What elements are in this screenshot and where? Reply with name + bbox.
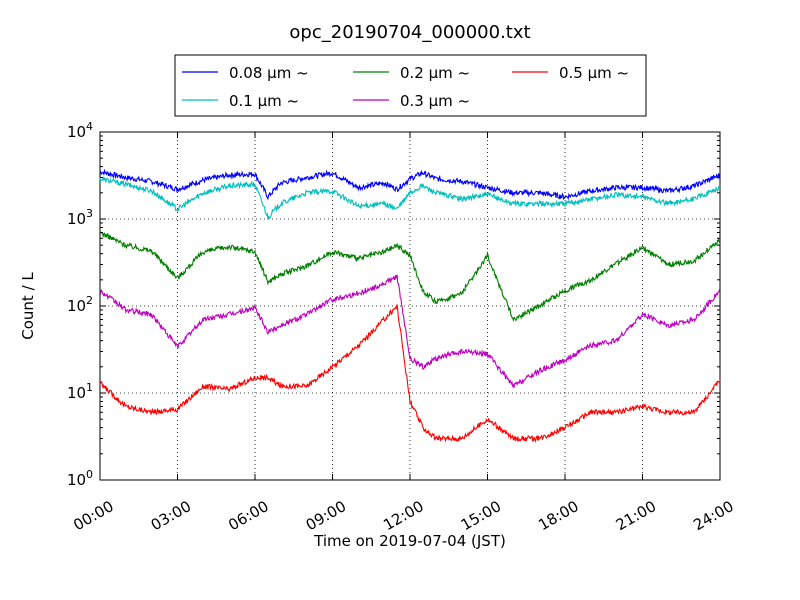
legend-label: 0.2 μm ~ xyxy=(400,64,470,82)
series-group xyxy=(99,168,721,443)
legend-label: 0.08 μm ~ xyxy=(229,64,309,82)
y-tick-label: 102 xyxy=(67,294,93,315)
legend-label: 0.5 μm ~ xyxy=(559,64,629,82)
x-tick-label: 06:00 xyxy=(225,497,271,534)
axes: 00:00 03:00 06:00 09:00 12:00 15:00 18:00 21:00… xyxy=(67,120,737,534)
y-tick-label: 103 xyxy=(67,207,93,228)
x-tick-label: 24:00 xyxy=(690,497,736,534)
series-line xyxy=(99,176,721,220)
x-tick-label: 18:00 xyxy=(535,497,581,534)
x-tick-label: 09:00 xyxy=(303,497,349,534)
x-tick-label: 03:00 xyxy=(148,497,194,534)
y-tick-label: 100 xyxy=(67,468,93,489)
legend: 0.08 μm ~ 0.1 μm ~ 0.2 μm ~ 0.3 μm ~ 0.5 μm … xyxy=(174,54,647,117)
x-axis-label: Time on 2019-07-04 (JST) xyxy=(313,532,506,550)
chart-title: opc_20190704_000000.txt xyxy=(289,22,530,43)
legend-label: 0.3 μm ~ xyxy=(400,92,470,110)
y-axis-label: Count / L xyxy=(19,272,37,340)
x-tick-label: 00:00 xyxy=(70,497,116,534)
series-line xyxy=(99,274,721,389)
x-tick-label: 21:00 xyxy=(613,497,659,534)
x-tick-label: 12:00 xyxy=(380,497,426,534)
series-line xyxy=(99,168,721,201)
y-tick-label: 104 xyxy=(67,120,93,141)
y-tick-label: 101 xyxy=(67,381,93,402)
grid xyxy=(100,132,720,480)
series-line xyxy=(99,304,721,443)
legend-label: 0.1 μm ~ xyxy=(229,92,299,110)
legend-box xyxy=(174,54,647,117)
x-tick-label: 15:00 xyxy=(458,497,504,534)
series-line xyxy=(99,230,721,323)
